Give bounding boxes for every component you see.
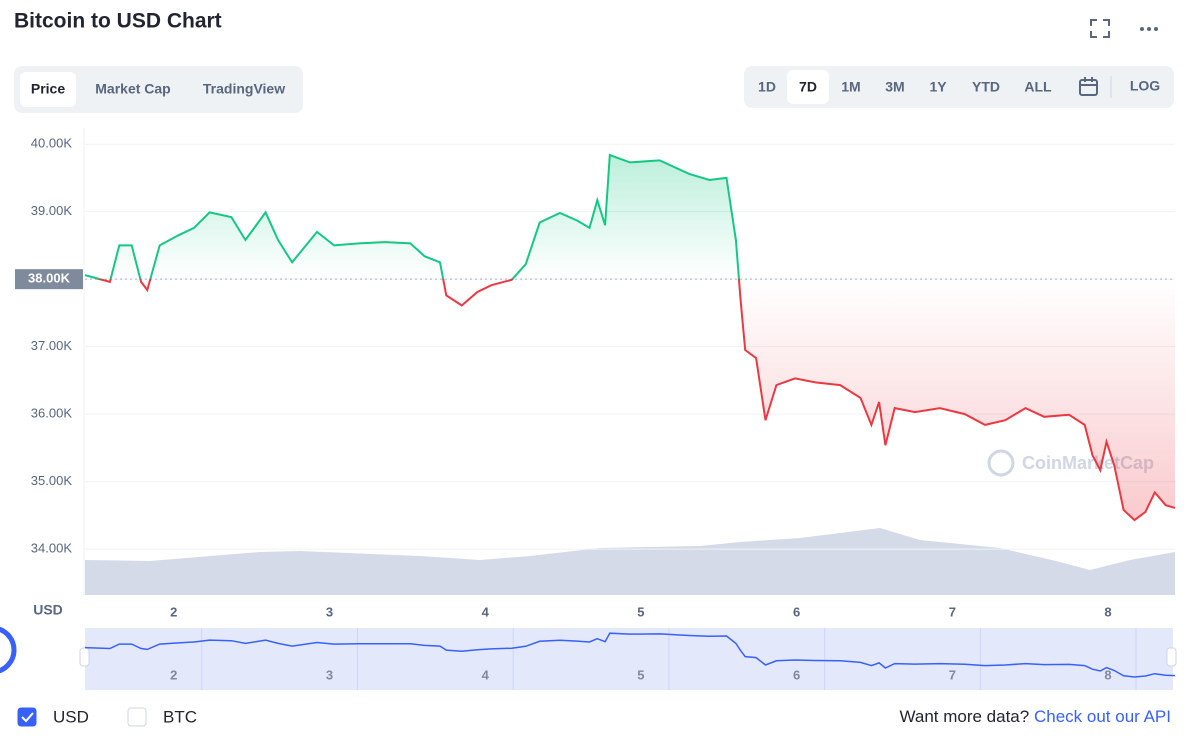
checkbox[interactable]	[127, 707, 147, 727]
currency-label: USD	[53, 707, 89, 726]
api-link[interactable]: Check out our API	[1034, 707, 1171, 726]
tab[interactable]: Market Cap	[95, 81, 170, 97]
footer-text: Want more data? Check out our API	[899, 707, 1171, 726]
x-tick-label: 8	[1104, 604, 1111, 619]
nav-tick-label: 8	[1104, 667, 1111, 682]
checkbox[interactable]	[17, 707, 37, 727]
price-line	[84, 153, 1176, 522]
y-tick-label: 36.00K	[31, 406, 73, 421]
range-group	[744, 66, 1174, 108]
range-button[interactable]: 1M	[841, 79, 860, 95]
range-button[interactable]: 7D	[799, 79, 817, 95]
y-tick-label: 37.00K	[31, 338, 73, 353]
edge-logo	[0, 626, 17, 674]
range-button[interactable]: 3M	[885, 79, 904, 95]
active-tab	[20, 72, 76, 107]
tab[interactable]: TradingView	[203, 81, 285, 97]
range-button[interactable]: 1D	[758, 79, 776, 95]
nav-tick-label: 2	[170, 667, 177, 682]
baseline-label: 38.00K	[28, 271, 71, 286]
x-tick-label: 7	[949, 604, 956, 619]
tab-group	[14, 66, 303, 113]
nav-tick-label: 7	[949, 667, 956, 682]
range-button[interactable]: 1Y	[929, 79, 947, 95]
title: Bitcoin to USD Chart	[14, 10, 222, 33]
currency-label: BTC	[163, 707, 197, 726]
x-tick-label: 5	[637, 604, 644, 619]
calendar-icon[interactable]	[1079, 77, 1098, 96]
range-button[interactable]: YTD	[972, 79, 1000, 95]
y-tick-label: 34.00K	[31, 541, 73, 556]
x-tick-label: 6	[793, 604, 800, 619]
x-tick-label: 4	[482, 604, 490, 619]
price-area	[85, 155, 1175, 521]
nav-handle[interactable]	[79, 647, 90, 667]
nav-tick-label: 5	[637, 667, 644, 682]
navigator-line	[84, 632, 1176, 678]
y-unit: USD	[33, 602, 63, 618]
more-icon[interactable]	[1140, 27, 1158, 31]
y-tick-label: 35.00K	[31, 473, 73, 488]
y-tick-label: 40.00K	[31, 136, 73, 151]
log-toggle[interactable]: LOG	[1130, 78, 1160, 94]
footer-prompt: Want more data?	[899, 707, 1029, 726]
nav-handle[interactable]	[1166, 647, 1177, 667]
nav-tick-label: 3	[326, 667, 333, 682]
fullscreen-icon[interactable]	[1090, 19, 1110, 38]
x-tick-label: 2	[170, 604, 177, 619]
y-tick-label: 39.00K	[31, 203, 73, 218]
active-range	[787, 70, 829, 104]
baseline-label-bg	[15, 269, 83, 290]
navigator[interactable]	[85, 628, 1173, 690]
range-button[interactable]: ALL	[1024, 79, 1052, 95]
check-mark	[21, 712, 34, 723]
x-tick-label: 3	[326, 604, 333, 619]
nav-tick-label: 6	[793, 667, 800, 682]
watermark-logo	[987, 449, 1015, 477]
nav-tick-label: 4	[482, 667, 490, 682]
volume	[85, 528, 1175, 595]
tab[interactable]: Price	[31, 81, 65, 97]
